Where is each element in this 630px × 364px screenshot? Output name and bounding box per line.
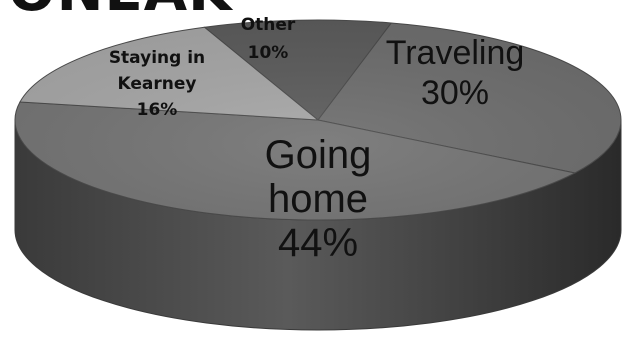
slice-label-traveling: Traveling 30% bbox=[386, 34, 525, 112]
slice-value-label: 30% bbox=[421, 74, 489, 112]
slice-name-label: Staying in bbox=[109, 48, 205, 68]
slice-label-going-home: Going home 44% bbox=[265, 133, 372, 265]
slice-label-other: Other 10% bbox=[241, 15, 296, 63]
pie-top-shine bbox=[15, 20, 621, 220]
pie-label-layer: Traveling 30%Going home 44%Staying in Kearne… bbox=[109, 15, 524, 265]
slice-name-label: Traveling bbox=[386, 34, 525, 72]
slice-value-label: 44% bbox=[278, 221, 358, 265]
pie-top-layer bbox=[14, 19, 622, 221]
cut-off-heading: ONEAK bbox=[8, 0, 232, 20]
slice-name-label: home bbox=[268, 177, 368, 221]
slice-value-label: 10% bbox=[248, 43, 289, 63]
slice-label-staying-in-kearney: Staying in Kearney 16% bbox=[109, 48, 205, 120]
slice-value-label: 16% bbox=[137, 100, 178, 120]
slice-name-label: Kearney bbox=[118, 74, 197, 94]
slice-name-label: Other bbox=[241, 15, 296, 35]
slice-name-label: Going bbox=[265, 133, 372, 177]
